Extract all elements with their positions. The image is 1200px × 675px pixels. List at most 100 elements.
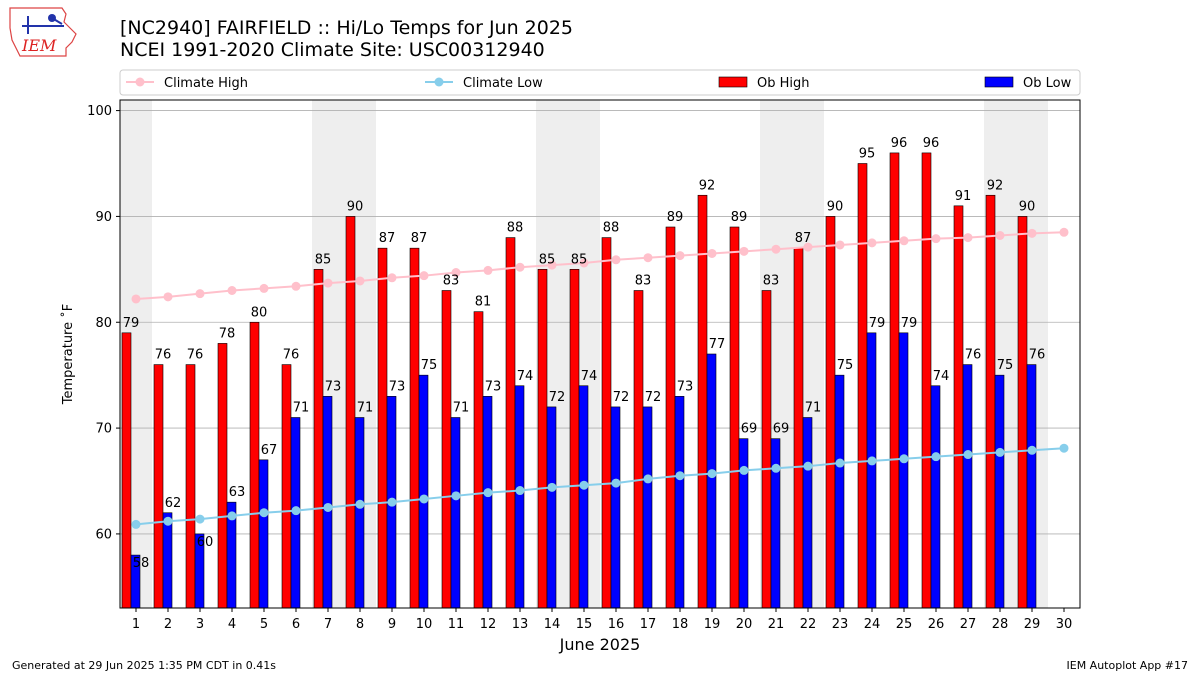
ob-high-bar — [281, 364, 292, 609]
ob-high-label: 96 — [923, 136, 940, 151]
climate-high-point — [739, 246, 749, 256]
climate-high-point — [163, 292, 173, 302]
climate-low-point — [931, 452, 941, 462]
ob-low-bar — [514, 385, 525, 609]
ob-low-label: 79 — [901, 316, 918, 331]
climate-low-point — [675, 471, 685, 481]
ob-high-label: 83 — [635, 274, 652, 289]
ob-low-bar — [578, 385, 589, 609]
climate-low-point — [451, 491, 461, 501]
climate-high-point — [643, 253, 653, 263]
ob-high-label: 85 — [571, 252, 588, 267]
x-tick-label: 19 — [704, 617, 721, 632]
ob-low-label: 71 — [453, 401, 470, 416]
ob-high-bar — [569, 269, 580, 609]
legend-swatch — [984, 76, 1014, 88]
ob-high-label: 95 — [859, 147, 876, 162]
ob-low-bar — [962, 364, 973, 609]
x-tick-label: 11 — [448, 617, 465, 632]
y-axis-label: Temperature ˚F — [60, 304, 76, 405]
ob-low-bar — [258, 459, 269, 609]
climate-high-point — [483, 265, 493, 275]
climate-high-point — [931, 234, 941, 244]
climate-high-point — [611, 255, 621, 265]
ob-low-label: 73 — [677, 379, 694, 394]
x-tick-label: 28 — [992, 617, 1009, 632]
climate-high-point — [515, 262, 525, 272]
x-tick-label: 25 — [896, 617, 913, 632]
ob-high-bar — [921, 152, 932, 609]
footer-generated: Generated at 29 Jun 2025 1:35 PM CDT in … — [12, 659, 277, 672]
legend-marker — [135, 77, 145, 87]
climate-high-point — [995, 230, 1005, 240]
climate-low-point — [515, 486, 525, 496]
ob-low-label: 74 — [517, 369, 534, 384]
x-tick-label: 4 — [228, 617, 236, 632]
ob-high-bar — [665, 226, 676, 609]
climate-low-point — [163, 516, 173, 526]
ob-low-label: 75 — [997, 358, 1014, 373]
climate-low-point — [131, 519, 141, 529]
ob-high-bar — [953, 205, 964, 609]
climate-low-point — [643, 474, 653, 484]
ob-low-label: 63 — [229, 485, 246, 500]
ob-low-bar — [642, 406, 653, 609]
climate-low-point — [419, 494, 429, 504]
climate-low-point — [771, 463, 781, 473]
ob-high-bar — [601, 237, 612, 609]
ob-low-label: 72 — [645, 390, 662, 405]
climate-lines — [131, 227, 1069, 529]
x-tick-label: 20 — [736, 617, 753, 632]
y-tick-label: 80 — [95, 316, 112, 331]
weekend-bands — [120, 100, 1048, 608]
ob-low-label: 62 — [165, 496, 182, 511]
ob-low-bar — [674, 396, 685, 609]
chart-subtitle: NCEI 1991-2020 Climate Site: USC00312940 — [120, 39, 545, 61]
x-tick-label: 30 — [1056, 617, 1073, 632]
climate-high-point — [355, 276, 365, 286]
ob-low-label: 69 — [773, 422, 790, 437]
ob-high-bar — [889, 152, 900, 609]
ob-high-bar — [825, 216, 836, 609]
ob-low-bar — [1026, 364, 1037, 609]
ob-high-bar — [985, 194, 996, 609]
ob-high-label: 76 — [187, 348, 204, 363]
ob-low-bar — [834, 374, 845, 609]
ob-low-label: 73 — [389, 379, 406, 394]
x-tick-label: 2 — [164, 617, 172, 632]
ob-high-bar — [441, 290, 452, 609]
ob-high-bar — [505, 237, 516, 609]
ob-low-label: 76 — [965, 348, 982, 363]
ob-low-label: 75 — [837, 358, 854, 373]
climate-low-point — [867, 456, 877, 466]
climate-high-point — [419, 271, 429, 281]
chart-title: [NC2940] FAIRFIELD :: Hi/Lo Temps for Ju… — [120, 17, 574, 39]
legend-label: Climate Low — [463, 76, 543, 91]
climate-low-line — [135, 447, 1065, 526]
climate-high-point — [771, 244, 781, 254]
climate-low-point — [707, 469, 717, 479]
legend-label: Climate High — [164, 76, 248, 91]
ob-high-bar — [217, 343, 228, 609]
ob-high-label: 91 — [955, 189, 972, 204]
climate-low-point — [323, 502, 333, 512]
legend-box — [119, 69, 1081, 96]
climate-low-point — [483, 488, 493, 498]
legend-label: Ob High — [757, 76, 810, 91]
ob-high-label: 92 — [699, 178, 716, 193]
ob-high-label: 87 — [795, 231, 812, 246]
ob-low-bar — [930, 385, 941, 609]
legend: Climate High Climate Low Ob High Ob Low — [119, 69, 1081, 96]
x-tick-label: 21 — [768, 617, 785, 632]
ob-low-label: 74 — [933, 369, 950, 384]
climate-low-point — [1059, 443, 1069, 453]
ob-low-bar — [738, 438, 749, 609]
ob-high-bar — [313, 269, 324, 609]
ob-high-bar — [857, 163, 868, 609]
ob-high-label: 81 — [475, 295, 492, 310]
climate-low-point — [387, 497, 397, 507]
ob-low-label: 72 — [613, 390, 630, 405]
ob-low-label: 71 — [357, 401, 374, 416]
ob-low-label: 71 — [293, 401, 310, 416]
